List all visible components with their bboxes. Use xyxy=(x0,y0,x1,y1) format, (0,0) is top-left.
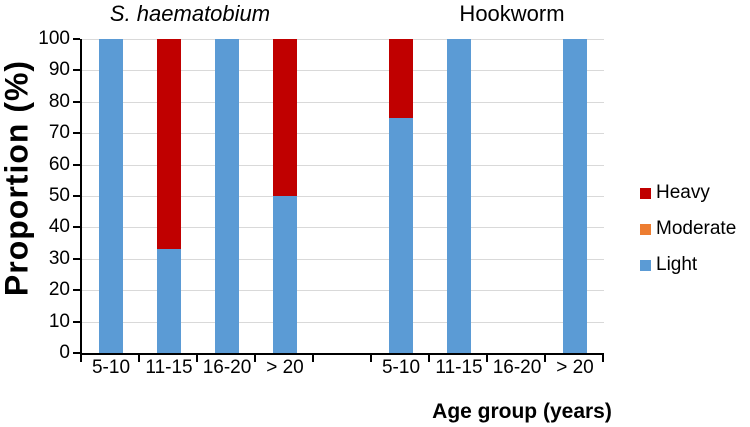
y-tick-label: 40 xyxy=(48,216,70,238)
gridline xyxy=(82,196,604,197)
y-tick-label: 30 xyxy=(48,247,70,269)
legend-item-light: Light xyxy=(640,255,736,275)
y-tick xyxy=(73,38,80,40)
y-tick xyxy=(73,226,80,229)
gridline xyxy=(82,321,604,323)
x-tick xyxy=(544,355,546,362)
bar-segment-heavy xyxy=(273,39,297,196)
legend-swatch-moderate xyxy=(640,223,651,235)
gridline xyxy=(82,164,604,166)
y-tick xyxy=(73,257,80,260)
y-tick-label: 20 xyxy=(48,279,70,301)
x-tick xyxy=(428,355,430,362)
y-tick xyxy=(73,352,80,354)
x-tick xyxy=(312,355,314,362)
bar-segment-light xyxy=(447,39,471,353)
legend-swatch-heavy xyxy=(640,187,651,199)
x-tick xyxy=(138,355,140,362)
legend-label-heavy: Heavy xyxy=(656,182,710,203)
x-tick-label: 5-10 xyxy=(91,357,131,378)
bar-segment-heavy xyxy=(157,39,181,250)
y-tick-label: 90 xyxy=(48,59,70,81)
bar-segment-light xyxy=(157,249,181,353)
x-tick-label: 5-10 xyxy=(381,357,421,378)
y-tick xyxy=(73,163,80,166)
x-axis-title: Age group (years) xyxy=(432,400,612,423)
x-tick-label: > 20 xyxy=(266,357,304,378)
y-tick-label: 0 xyxy=(59,342,70,363)
bar-segment-light xyxy=(563,39,587,353)
x-tick xyxy=(254,355,256,362)
y-tick xyxy=(73,100,80,103)
x-tick-label: 11-15 xyxy=(145,357,193,378)
y-tick-label: 10 xyxy=(48,310,70,332)
gridline xyxy=(82,39,604,40)
y-tick xyxy=(73,132,80,135)
x-tick-label: 16-20 xyxy=(492,357,542,378)
bar-segment-light xyxy=(273,196,297,353)
x-tick-label: 11-15 xyxy=(435,357,483,378)
y-tick xyxy=(73,289,80,292)
gridline xyxy=(82,101,604,103)
y-tick-label: 70 xyxy=(48,122,70,144)
x-tick-label: > 20 xyxy=(556,357,594,378)
gridline xyxy=(82,133,604,135)
x-tick-label: 16-20 xyxy=(202,357,252,378)
legend: Heavy Moderate Light xyxy=(640,183,736,291)
legend-label-moderate: Moderate xyxy=(656,218,737,239)
plot-area xyxy=(80,39,604,355)
gridline xyxy=(82,258,604,260)
x-tick xyxy=(370,355,372,362)
gridline xyxy=(82,290,604,292)
bar-segment-heavy xyxy=(389,39,413,118)
panel-title-s-haematobium: S. haematobium xyxy=(109,1,271,26)
bar-segment-light xyxy=(389,117,413,353)
y-tick-label: 60 xyxy=(48,153,70,175)
x-tick xyxy=(602,355,604,362)
y-tick-label: 50 xyxy=(48,185,70,206)
gridline xyxy=(82,70,604,72)
x-tick xyxy=(80,355,82,362)
bar-segment-light xyxy=(215,39,239,353)
legend-swatch-light xyxy=(640,259,651,271)
y-tick xyxy=(73,69,80,72)
x-tick xyxy=(196,355,198,362)
y-tick-label: 80 xyxy=(48,90,70,112)
y-tick xyxy=(73,195,80,197)
bar-segment-light xyxy=(99,39,123,353)
panel-title-hookworm: Hookworm xyxy=(459,1,565,26)
y-tick-label: 100 xyxy=(38,28,70,49)
y-tick xyxy=(73,320,80,323)
legend-label-light: Light xyxy=(656,254,698,275)
legend-item-moderate: Moderate xyxy=(640,219,736,239)
legend-item-heavy: Heavy xyxy=(640,183,736,203)
gridline xyxy=(82,227,604,229)
x-tick xyxy=(486,355,488,362)
